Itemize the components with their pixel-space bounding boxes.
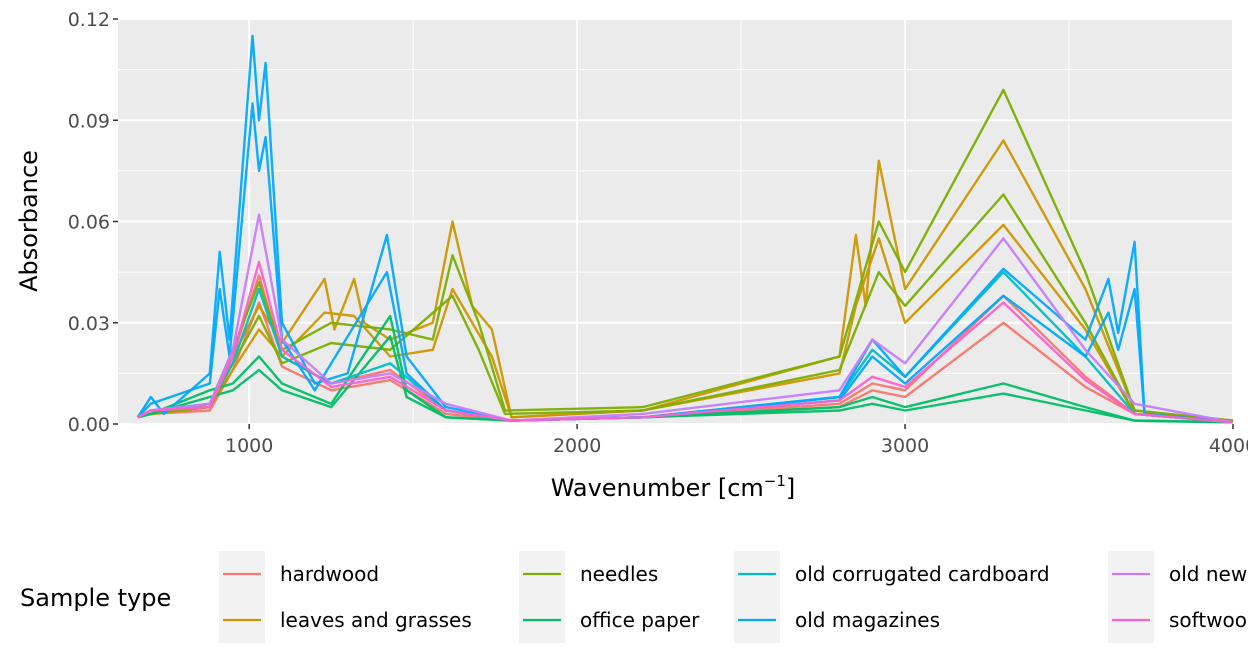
series-line-2 [137,139,1234,422]
x-tick-label: 3000 [881,435,929,457]
y-tick-label: 0.00 [68,414,110,436]
legend-title: Sample type [20,584,171,612]
legend-label: softwood [1169,608,1248,632]
legend-label: old magazines [795,608,940,632]
x-axis-title-main: Wavenumber [cm [551,474,764,502]
legend-label: old newspaper [1169,562,1248,586]
series-line-3 [137,223,1234,422]
series-line-11 [137,213,1234,424]
legend-label: hardwood [280,562,379,586]
y-tick-label: 0.09 [68,110,110,132]
y-tick-label: 0.03 [68,313,110,335]
series-line-12 [137,260,1234,424]
legend-label: leaves and grasses [280,608,472,632]
legend-label: office paper [580,608,700,632]
series-line-9 [136,34,1234,424]
legend: hardwood leaves and grasses needles office … [219,551,1248,643]
x-axis-title-sup: −1 [764,472,786,490]
x-axis: 1000 2000 3000 4000 [225,424,1248,457]
series-layer [136,34,1234,424]
legend-label: needles [580,562,658,586]
x-tick-label: 1000 [225,435,273,457]
y-tick-label: 0.06 [68,212,110,234]
x-tick-label: 2000 [553,435,601,457]
y-axis: 0.00 0.03 0.06 0.09 0.12 [68,9,118,436]
legend-label: old corrugated cardboard [795,562,1050,586]
series-line-7 [137,335,1234,424]
x-axis-title: Wavenumber [cm−1] [551,472,796,502]
y-axis-title: Absorbance [15,150,43,292]
x-axis-title-end: ] [786,474,795,502]
x-tick-label: 4000 [1209,435,1248,457]
y-tick-label: 0.12 [68,9,110,31]
